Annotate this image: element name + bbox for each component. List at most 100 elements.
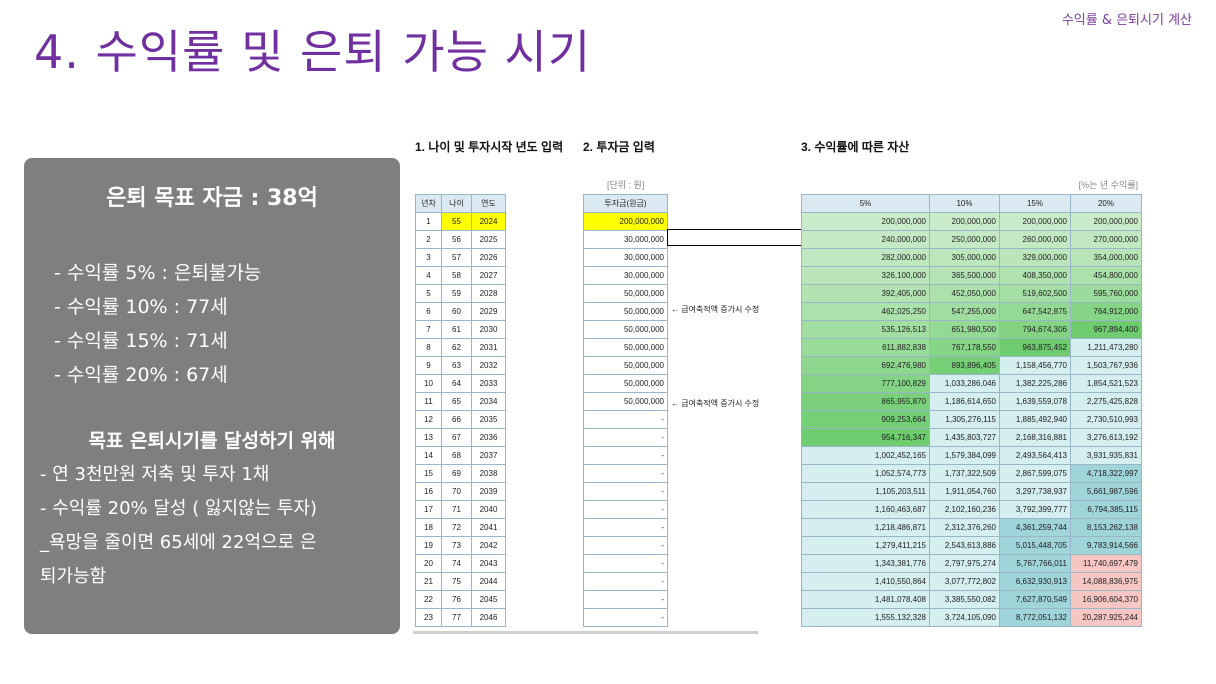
table-row: 50,000,000 <box>583 392 668 411</box>
cell: 1,186,614,650 <box>929 392 1000 411</box>
cell: 452,050,000 <box>929 284 1000 303</box>
table-row: 1,218,486,871 2,312,376,260 4,361,259,744 8… <box>801 518 1142 537</box>
cell: 2040 <box>471 500 506 519</box>
table-row: 23 77 2046 <box>415 608 506 627</box>
cell: 58 <box>441 266 472 285</box>
cell: 16 <box>415 482 442 501</box>
cell: 1,911,054,760 <box>929 482 1000 501</box>
cell: 1,555,132,328 <box>801 608 930 627</box>
cell: 462,025,250 <box>801 302 930 321</box>
cell: 3,931,935,831 <box>1070 446 1142 465</box>
cell: 2044 <box>471 572 506 591</box>
table-row: - <box>583 536 668 555</box>
cell: 8,772,051,132 <box>999 608 1071 627</box>
col-header: 10% <box>929 194 1000 213</box>
table-row: 909,253,664 1,305,276,115 1,885,492,940 2,7… <box>801 410 1142 429</box>
table-row: 392,405,000 452,050,000 519,602,500 595,760… <box>801 284 1142 303</box>
cell: 2032 <box>471 356 506 375</box>
table-row: 16 70 2039 <box>415 482 506 501</box>
cell: 354,000,000 <box>1070 248 1142 267</box>
cell: 200,000,000 <box>583 212 668 231</box>
cell: 2027 <box>471 266 506 285</box>
cell: - <box>583 572 668 591</box>
cell: 19 <box>415 536 442 555</box>
cell: 1,218,486,871 <box>801 518 930 537</box>
cell: 1,052,574,773 <box>801 464 930 483</box>
cell: 1,305,276,115 <box>929 410 1000 429</box>
table-row: 50,000,000 <box>583 284 668 303</box>
cell: - <box>583 500 668 519</box>
cell: 2,168,316,881 <box>999 428 1071 447</box>
cell: 329,000,000 <box>999 248 1071 267</box>
cell: 5 <box>415 284 442 303</box>
cell: 2024 <box>471 212 506 231</box>
rate-item: - 수익률 20% : 67세 <box>54 364 228 386</box>
cell: 1,158,456,770 <box>999 356 1071 375</box>
cell: 2035 <box>471 410 506 429</box>
cell: 3,276,613,192 <box>1070 428 1142 447</box>
cell: 3,724,105,090 <box>929 608 1000 627</box>
cell: 1,105,203,511 <box>801 482 930 501</box>
cell: - <box>583 410 668 429</box>
unit-label: [단위 : 원] <box>607 180 645 190</box>
cell: 5,661,987,596 <box>1070 482 1142 501</box>
cell: 1,481,078,408 <box>801 590 930 609</box>
table-row: 1,410,550,864 3,077,772,802 6,632,930,913 1… <box>801 572 1142 591</box>
returns-table: 5% 10% 15% 20% 200,000,000 200,000,000 200… <box>801 194 1142 627</box>
table-row: 50,000,000 <box>583 338 668 357</box>
table-row: 1,160,463,687 2,102,160,236 3,792,399,777 6… <box>801 500 1142 519</box>
cell: 260,000,000 <box>999 230 1071 249</box>
achieve-item: _욕망을 줄이면 65세에 22억으로 은 <box>40 532 317 553</box>
rate-list: - 수익률 5% : 은퇴불가능 - 수익률 10% : 77세 - 수익률 1… <box>54 256 261 392</box>
cell: 16,906,604,370 <box>1070 590 1142 609</box>
table-row: 30,000,000 <box>583 266 668 285</box>
cell: 547,255,000 <box>929 302 1000 321</box>
cell: 240,000,000 <box>801 230 930 249</box>
table-row: 19 73 2042 <box>415 536 506 555</box>
horizontal-scrollbar[interactable] <box>413 631 758 634</box>
cell: 50,000,000 <box>583 284 668 303</box>
cell: - <box>583 446 668 465</box>
cell: 651,980,500 <box>929 320 1000 339</box>
cell: 200,000,000 <box>1070 212 1142 231</box>
cell: 6 <box>415 302 442 321</box>
table-row: 200,000,000 <box>583 212 668 231</box>
cell: 692,476,980 <box>801 356 930 375</box>
cell: 2,493,564,413 <box>999 446 1071 465</box>
cell: 1,737,322,509 <box>929 464 1000 483</box>
table-row: 9 63 2032 <box>415 356 506 375</box>
cell: 1,033,286,046 <box>929 374 1000 393</box>
cell: 200,000,000 <box>929 212 1000 231</box>
cell: 595,760,000 <box>1070 284 1142 303</box>
achieve-item: 퇴가능함 <box>40 566 107 587</box>
table-row: 50,000,000 <box>583 374 668 393</box>
table-row: 326,100,000 365,500,000 408,350,000 454,800… <box>801 266 1142 285</box>
table-row: 10 64 2033 <box>415 374 506 393</box>
achieve-item: - 연 3천만원 저축 및 투자 1채 <box>40 464 270 485</box>
col-header: 년차 <box>415 194 442 213</box>
cell: 50,000,000 <box>583 320 668 339</box>
table-row: 50,000,000 <box>583 302 668 321</box>
cell: 77 <box>441 608 472 627</box>
rate-item: - 수익률 5% : 은퇴불가능 <box>54 262 262 284</box>
cell: 61 <box>441 320 472 339</box>
section1-title: 1. 나이 및 투자시작 년도 입력 <box>415 140 564 154</box>
table-row: - <box>583 608 668 627</box>
cell: 8,153,262,138 <box>1070 518 1142 537</box>
summary-panel: 은퇴 목표 자금 : 38억 - 수익률 5% : 은퇴불가능 - 수익률 10… <box>24 158 400 634</box>
cell: 2026 <box>471 248 506 267</box>
cell: 2,102,160,236 <box>929 500 1000 519</box>
table-row: 11 65 2034 <box>415 392 506 411</box>
cell: 2,543,613,886 <box>929 536 1000 555</box>
page-title: 4. 수익률 및 은퇴 가능 시기 <box>34 25 592 79</box>
achieve-item: - 수익률 20% 달성 ( 잃지않는 투자) <box>40 498 318 519</box>
cell: 18 <box>415 518 442 537</box>
cell: 2 <box>415 230 442 249</box>
table-row: 13 67 2036 <box>415 428 506 447</box>
cell: 865,955,870 <box>801 392 930 411</box>
retirement-goal: 은퇴 목표 자금 : 38억 <box>106 186 318 211</box>
table-row: 692,476,980 893,896,405 1,158,456,770 1,503… <box>801 356 1142 375</box>
cell: 69 <box>441 464 472 483</box>
achieve-title: 목표 은퇴시기를 달성하기 위해 <box>88 430 336 452</box>
cell: 1,343,381,776 <box>801 554 930 573</box>
